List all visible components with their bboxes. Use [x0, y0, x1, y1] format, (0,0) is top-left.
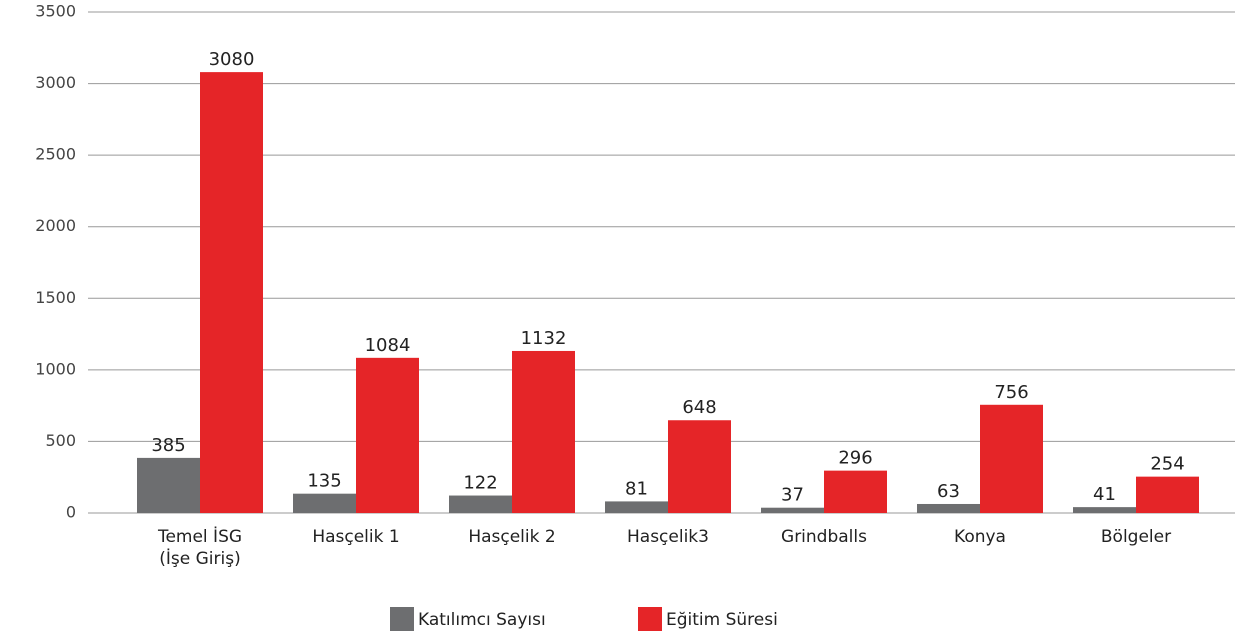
y-tick-label: 3500: [35, 2, 76, 21]
data-label: 63: [937, 481, 960, 502]
data-label: 37: [781, 485, 804, 506]
data-label: 3080: [209, 49, 255, 70]
bar: [512, 350, 575, 513]
x-tick-label: Konya: [954, 527, 1006, 547]
x-tick-label: Hasçelik 1: [312, 527, 400, 547]
data-label: 135: [307, 471, 341, 492]
legend-label: Katılımcı Sayısı: [418, 610, 546, 630]
data-label: 648: [682, 397, 716, 418]
bar: [356, 357, 419, 513]
data-label: 1132: [521, 328, 567, 349]
data-label: 81: [625, 478, 648, 499]
y-tick-label: 2000: [35, 216, 76, 235]
y-tick-label: 3000: [35, 73, 76, 92]
y-tick-label: 500: [45, 431, 76, 450]
x-tick-label: Bölgeler: [1100, 527, 1172, 547]
bar: [137, 457, 200, 513]
legend-label: Eğitim Süresi: [666, 610, 778, 630]
x-tick-label: Temel İSG (İşe Giriş): [157, 527, 243, 569]
bar: [761, 507, 824, 513]
bar: [668, 420, 731, 513]
data-label: 122: [463, 473, 497, 494]
bar: [1136, 476, 1199, 513]
data-label: 1084: [365, 335, 411, 356]
legend-swatch: [390, 607, 414, 631]
data-label: 254: [1150, 454, 1184, 475]
bar: [605, 501, 668, 513]
bar: [980, 404, 1043, 513]
y-tick-label: 0: [66, 503, 76, 522]
legend-swatch: [638, 607, 662, 631]
bar: [1073, 507, 1136, 513]
bar: [200, 72, 263, 514]
data-label: 296: [838, 448, 872, 469]
y-tick-label: 1500: [35, 288, 76, 307]
data-label: 385: [151, 435, 185, 456]
bar: [293, 493, 356, 513]
data-label: 41: [1093, 484, 1116, 505]
x-tick-label: Grindballs: [781, 527, 867, 547]
bar: [449, 495, 512, 513]
bar: [824, 470, 887, 513]
x-tick-label: Hasçelik 2: [468, 527, 556, 547]
y-tick-label: 1000: [35, 359, 76, 378]
bar: [917, 503, 980, 513]
y-tick-label: 2500: [35, 145, 76, 164]
data-label: 756: [994, 382, 1028, 403]
x-tick-label: Hasçelik3: [627, 527, 709, 547]
